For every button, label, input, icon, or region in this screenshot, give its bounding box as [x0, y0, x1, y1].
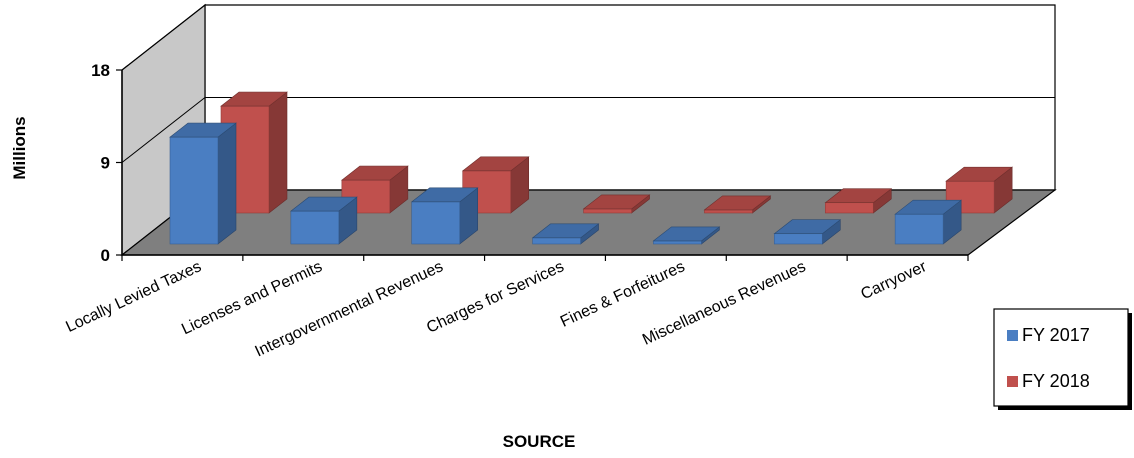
- legend-label-fy2018: FY 2018: [1022, 371, 1090, 391]
- bar-fy-2017-1: [289, 196, 358, 245]
- x-axis-title: SOURCE: [503, 432, 576, 451]
- x-tick-label: Carryover: [858, 258, 929, 303]
- bars: [169, 91, 1014, 245]
- x-axis: [121, 254, 969, 261]
- x-tick-label: Charges for Services: [424, 258, 567, 337]
- y-tick-label: 9: [101, 154, 110, 173]
- bar-fy-2018-1: [340, 165, 409, 214]
- gridline-side: [121, 4, 206, 71]
- y-tick-label: 18: [91, 61, 110, 80]
- bar-fy-2017-3: [531, 223, 600, 245]
- gridline-side: [121, 97, 206, 163]
- bar-fy-2018-3: [582, 194, 651, 214]
- legend: FY 2017 FY 2018: [993, 308, 1132, 410]
- bar-fy-2018-4: [703, 195, 772, 214]
- bar-fy-2018-6: [945, 166, 1014, 214]
- legend-box: [993, 308, 1129, 407]
- legend-swatch-fy2017: [1007, 330, 1018, 341]
- bar-fy-2017-4: [652, 226, 721, 245]
- bar-fy-2017-6: [894, 199, 963, 245]
- y-axis-title: Millions: [10, 116, 29, 179]
- bar-fy-2017-5: [773, 219, 842, 245]
- bar-fy-2017-0: [169, 122, 237, 245]
- bar-fy-2017-2: [410, 187, 479, 245]
- y-tick-label: 0: [101, 246, 110, 265]
- legend-swatch-fy2018: [1007, 376, 1018, 387]
- legend-label-fy2017: FY 2017: [1022, 325, 1090, 345]
- y-axis: 0 9 18: [91, 61, 123, 265]
- bar-fy-2018-5: [824, 188, 893, 214]
- gridlines: [121, 4, 1055, 163]
- x-tick-label: Intergovernmental Revenues: [252, 258, 445, 360]
